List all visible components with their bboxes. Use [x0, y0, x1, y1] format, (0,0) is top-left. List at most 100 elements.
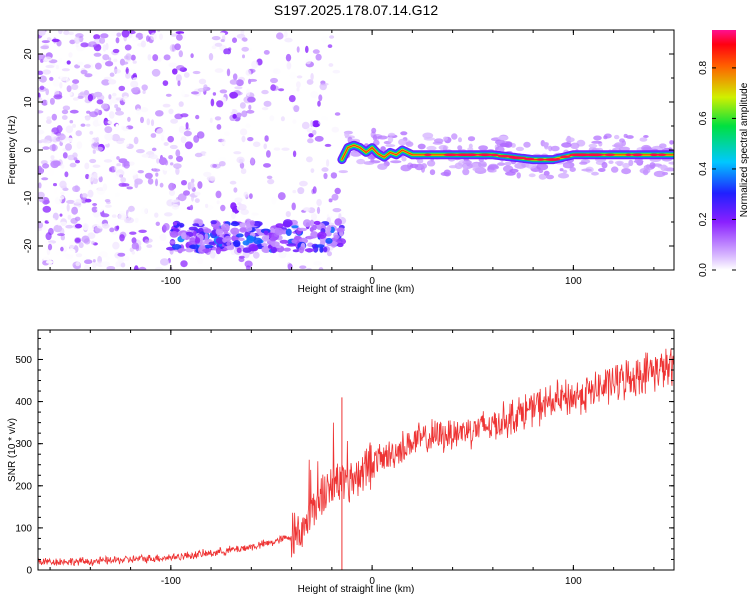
noise-blob	[111, 214, 117, 218]
cluster-blob	[204, 233, 209, 241]
noise-blob	[149, 98, 154, 106]
noise-blob	[104, 199, 111, 203]
colorbar-ticks: 0.0 0.2 0.4 0.6 0.8	[698, 61, 736, 277]
noise-blob	[303, 207, 311, 212]
carrier-halo	[388, 132, 396, 137]
noise-blob	[241, 135, 246, 143]
noise-blob	[42, 224, 47, 230]
noise-blob	[247, 137, 254, 142]
noise-blob	[273, 147, 281, 151]
carrier-halo	[668, 161, 674, 165]
carrier-halo	[591, 140, 602, 144]
y-tick-label: 100	[15, 523, 32, 534]
noise-blob	[64, 171, 69, 178]
noise-blob	[288, 95, 296, 103]
noise-blob	[276, 32, 284, 40]
noise-blob	[45, 260, 54, 264]
noise-blob	[157, 30, 161, 33]
noise-blob	[134, 181, 139, 189]
noise-blob	[67, 214, 72, 220]
noise-blob	[247, 96, 256, 103]
noise-blob	[210, 98, 215, 107]
cluster-blob	[215, 247, 221, 255]
cluster-blob	[185, 247, 194, 253]
noise-blob	[118, 85, 126, 92]
carrier-halo	[642, 146, 653, 151]
noise-blob	[134, 217, 139, 223]
noise-blob	[144, 239, 150, 245]
cluster-blob	[222, 237, 228, 243]
noise-blob	[278, 88, 285, 92]
noise-blob	[241, 46, 249, 52]
carrier-halo	[613, 142, 624, 149]
cluster-blob	[313, 220, 321, 225]
noise-blob	[106, 266, 116, 270]
noise-blob	[80, 42, 89, 48]
noise-blob	[66, 60, 71, 65]
noise-blob	[63, 30, 70, 36]
noise-blob	[232, 37, 237, 43]
noise-blob	[66, 199, 75, 204]
noise-blob	[263, 50, 270, 55]
noise-blob	[138, 266, 147, 270]
carrier-halo	[601, 161, 608, 169]
noise-blob	[114, 192, 121, 197]
noise-blob	[102, 44, 107, 52]
noise-blob	[149, 246, 153, 254]
noise-blob	[162, 165, 170, 171]
noise-blob	[83, 238, 91, 245]
y-tick-label: 300	[15, 439, 32, 450]
noise-blob	[308, 133, 314, 138]
noise-blob	[87, 214, 94, 219]
x-tick-label: 0	[369, 276, 375, 287]
noise-blob	[290, 124, 296, 129]
noise-blob	[39, 75, 47, 83]
noise-blob	[74, 36, 81, 44]
noise-blob	[152, 54, 159, 62]
noise-blob	[103, 140, 109, 145]
chart-title: S197.2025.178.07.14.G12	[273, 2, 439, 18]
carrier-halo	[550, 145, 560, 152]
noise-blob	[61, 115, 68, 120]
noise-blob	[125, 72, 131, 79]
noise-blob	[86, 110, 91, 114]
noise-blob	[110, 155, 116, 161]
noise-blob	[245, 265, 251, 270]
noise-blob	[89, 130, 94, 135]
y-tick-label: -10	[23, 190, 34, 205]
noise-blob	[193, 135, 200, 143]
carrier-peak	[625, 153, 632, 157]
noise-blob	[100, 33, 109, 39]
carrier-halo	[628, 159, 634, 167]
noise-blob	[206, 176, 216, 181]
carrier-halo	[515, 146, 525, 152]
x-tick-label: 0	[369, 576, 375, 587]
noise-blob	[67, 92, 73, 96]
noise-blob	[324, 143, 332, 147]
snr-plot-area	[38, 348, 674, 570]
noise-blob	[74, 117, 83, 126]
noise-blob	[323, 172, 328, 180]
noise-blob	[38, 97, 43, 101]
noise-blob	[129, 169, 138, 176]
noise-blob	[75, 130, 82, 137]
carrier-halo	[593, 135, 602, 141]
noise-blob	[60, 234, 65, 241]
noise-blob	[318, 119, 327, 126]
cluster-blob	[249, 220, 255, 226]
noise-blob	[131, 237, 137, 244]
noise-blob	[155, 110, 164, 117]
noise-blob	[214, 116, 222, 121]
noise-blob	[297, 187, 305, 195]
noise-blob	[131, 37, 139, 42]
cluster-blob	[263, 230, 269, 236]
noise-blob	[121, 104, 128, 109]
noise-blob	[97, 173, 102, 178]
carrier-halo	[543, 170, 550, 176]
noise-blob	[312, 129, 317, 136]
cluster-blob	[181, 232, 187, 240]
carrier-halo	[385, 144, 396, 148]
cluster-blob	[226, 245, 235, 251]
noise-blob	[51, 38, 60, 43]
noise-blob	[270, 84, 277, 91]
